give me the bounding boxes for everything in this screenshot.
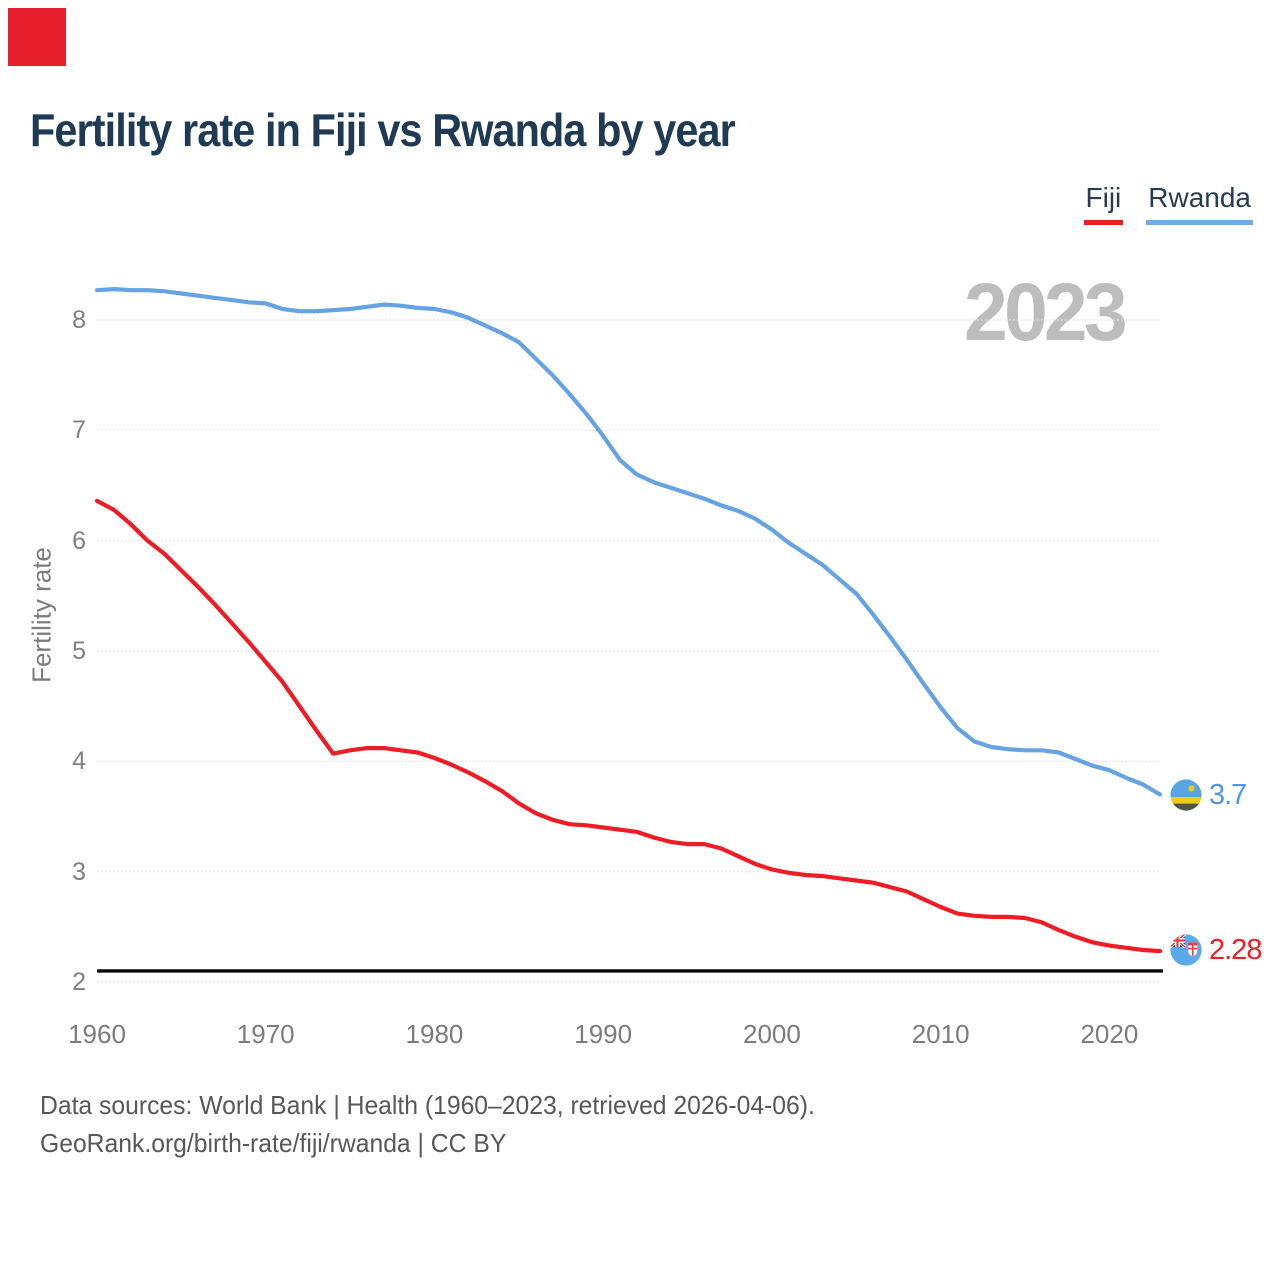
y-tick-label-5: 5 [72, 637, 86, 665]
footer: Data sources: World Bank | Health (1960–… [40, 1086, 815, 1162]
line-rwanda [94, 287, 1163, 797]
legend-item-rwanda[interactable]: Rwanda [1146, 182, 1253, 225]
red-marker-square [8, 8, 66, 66]
legend-item-fiji[interactable]: Fiji [1083, 182, 1124, 225]
y-tick-label-7: 7 [72, 416, 86, 445]
fiji-end-label: 2.28 [1170, 934, 1262, 966]
x-tick-label-1960: 1960 [68, 1019, 126, 1049]
x-tick-label-1970: 1970 [236, 1019, 295, 1049]
x-tick-label-2010: 2010 [911, 1019, 970, 1049]
y-tick-label-3: 3 [72, 857, 86, 886]
y-tick-label-8: 8 [72, 306, 86, 334]
fiji-end-value: 2.28 [1209, 934, 1262, 966]
rwanda-end-value: 3.7 [1209, 779, 1247, 811]
footer-sources: Data sources: World Bank | Health (1960–… [40, 1090, 815, 1120]
x-tick-label-2000: 2000 [742, 1019, 801, 1049]
rwanda-flag-icon [1170, 779, 1202, 811]
x-tick-label-2020: 2020 [1080, 1019, 1139, 1049]
legend: Fiji Rwanda [1083, 182, 1253, 225]
chart-title: Fertility rate in Fiji vs Rwanda by year [30, 104, 736, 156]
x-tick-label-1990: 1990 [574, 1019, 633, 1049]
year-watermark: 2023 [964, 267, 1128, 358]
rwanda-end-label: 3.7 [1170, 779, 1247, 811]
y-tick-label-4: 4 [72, 747, 86, 776]
y-tick-label-2: 2 [72, 968, 86, 996]
x-tick-label-1980: 1980 [405, 1019, 464, 1049]
footer-link-line: GeoRank.org/birth-rate/fiji/rwanda | CC … [40, 1128, 507, 1158]
y-tick-label-6: 6 [72, 526, 86, 555]
fiji-flag-icon [1170, 934, 1202, 966]
line-fiji [94, 498, 1163, 954]
